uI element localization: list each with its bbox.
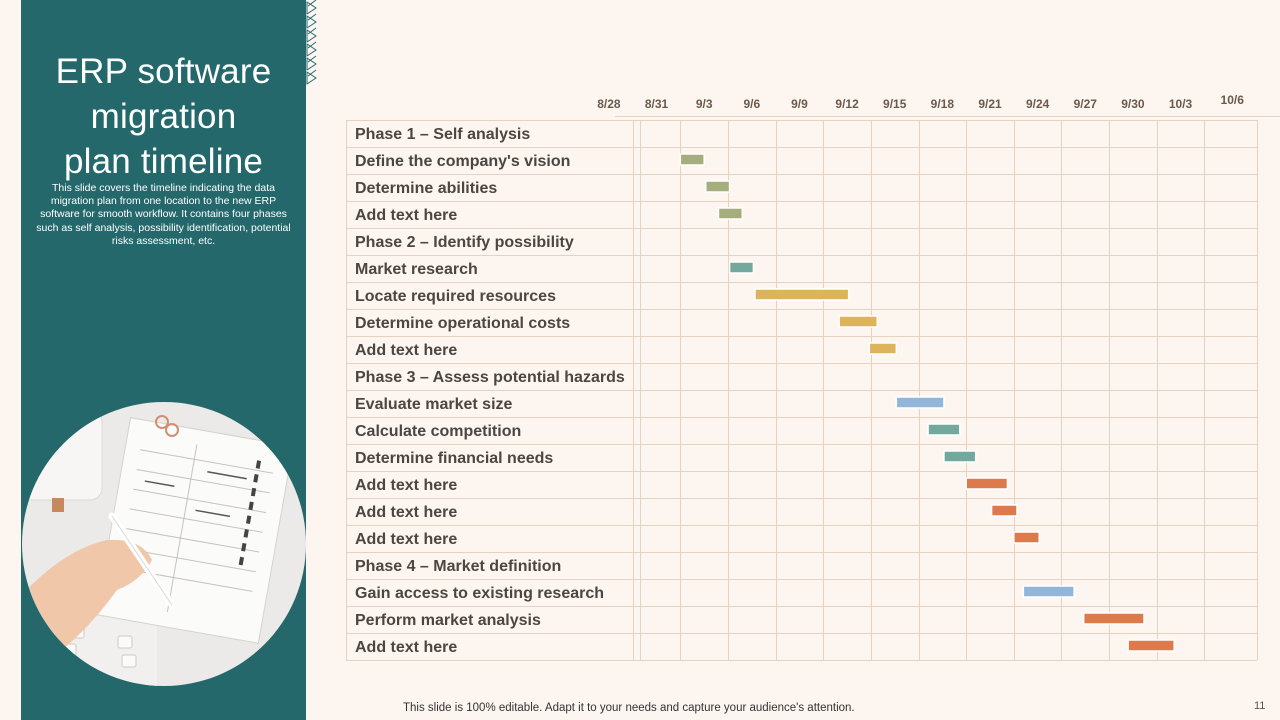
- gantt-bar: [868, 342, 898, 355]
- task-label: Gain access to existing research: [355, 585, 604, 602]
- footer-note: This slide is 100% editable. Adapt it to…: [403, 702, 855, 714]
- x-tick-label: 9/12: [835, 97, 859, 111]
- task-label: Define the company's vision: [355, 153, 570, 170]
- x-tick-label: 9/3: [696, 97, 713, 111]
- gantt-bar: [838, 315, 879, 328]
- task-label: Add text here: [355, 504, 457, 521]
- task-label: Evaluate market size: [355, 396, 513, 413]
- slide-title: ERP software migration plan timeline: [55, 52, 272, 181]
- gantt-bar: [754, 288, 850, 301]
- x-tick-label: 9/15: [883, 97, 907, 111]
- task-label: Add text here: [355, 477, 457, 494]
- phase-label: Phase 3 – Assess potential hazards: [355, 369, 625, 386]
- gantt-bar: [717, 207, 744, 220]
- gantt-bar: [965, 477, 1009, 490]
- task-label: Locate required resources: [355, 288, 556, 305]
- page-number: 11: [1254, 700, 1266, 712]
- task-label: Add text here: [355, 639, 457, 656]
- slide-description: This slide covers the timeline indicatin…: [36, 182, 291, 247]
- gantt-bar: [1082, 612, 1145, 625]
- task-label: Add text here: [355, 531, 457, 548]
- task-label: Market research: [355, 261, 478, 278]
- x-tick-label: 9/9: [791, 97, 808, 111]
- x-tick-label: 9/6: [743, 97, 760, 111]
- task-label: Determine financial needs: [355, 450, 553, 467]
- task-label: Perform market analysis: [355, 612, 541, 629]
- gantt-bar: [679, 153, 705, 166]
- phase-label: Phase 2 – Identify possibility: [355, 234, 574, 251]
- gantt-bar: [1127, 639, 1175, 652]
- x-tick-label: 10/3: [1169, 97, 1193, 111]
- gantt-bar: [990, 504, 1018, 517]
- x-tick-label: 9/30: [1121, 97, 1145, 111]
- x-tick-label: 8/31: [645, 97, 669, 111]
- gantt-bar: [704, 180, 731, 193]
- gantt-bar: [1013, 531, 1040, 544]
- gantt-bar: [728, 261, 755, 274]
- x-tick-label: 9/18: [931, 97, 955, 111]
- gantt-bar: [943, 450, 977, 463]
- gantt-bar: [895, 396, 945, 409]
- phase-label: Phase 1 – Self analysis: [355, 126, 530, 143]
- task-label: Add text here: [355, 342, 457, 359]
- x-tick-label: 9/24: [1026, 97, 1050, 111]
- decorative-triangle-strip: [306, 0, 317, 85]
- x-tick-label: 9/27: [1074, 97, 1098, 111]
- x-tick-label: 9/21: [978, 97, 1002, 111]
- gantt-bar: [1022, 585, 1075, 598]
- x-tick-label: 10/6: [1221, 93, 1245, 107]
- task-label: Determine abilities: [355, 180, 497, 197]
- gantt-bar: [927, 423, 961, 436]
- task-label: Determine operational costs: [355, 315, 570, 332]
- desk-planner-photo: [22, 402, 306, 686]
- x-tick-label: 8/28: [597, 97, 621, 111]
- phase-label: Phase 4 – Market definition: [355, 558, 561, 575]
- task-label: Add text here: [355, 207, 457, 224]
- task-label: Calculate competition: [355, 423, 521, 440]
